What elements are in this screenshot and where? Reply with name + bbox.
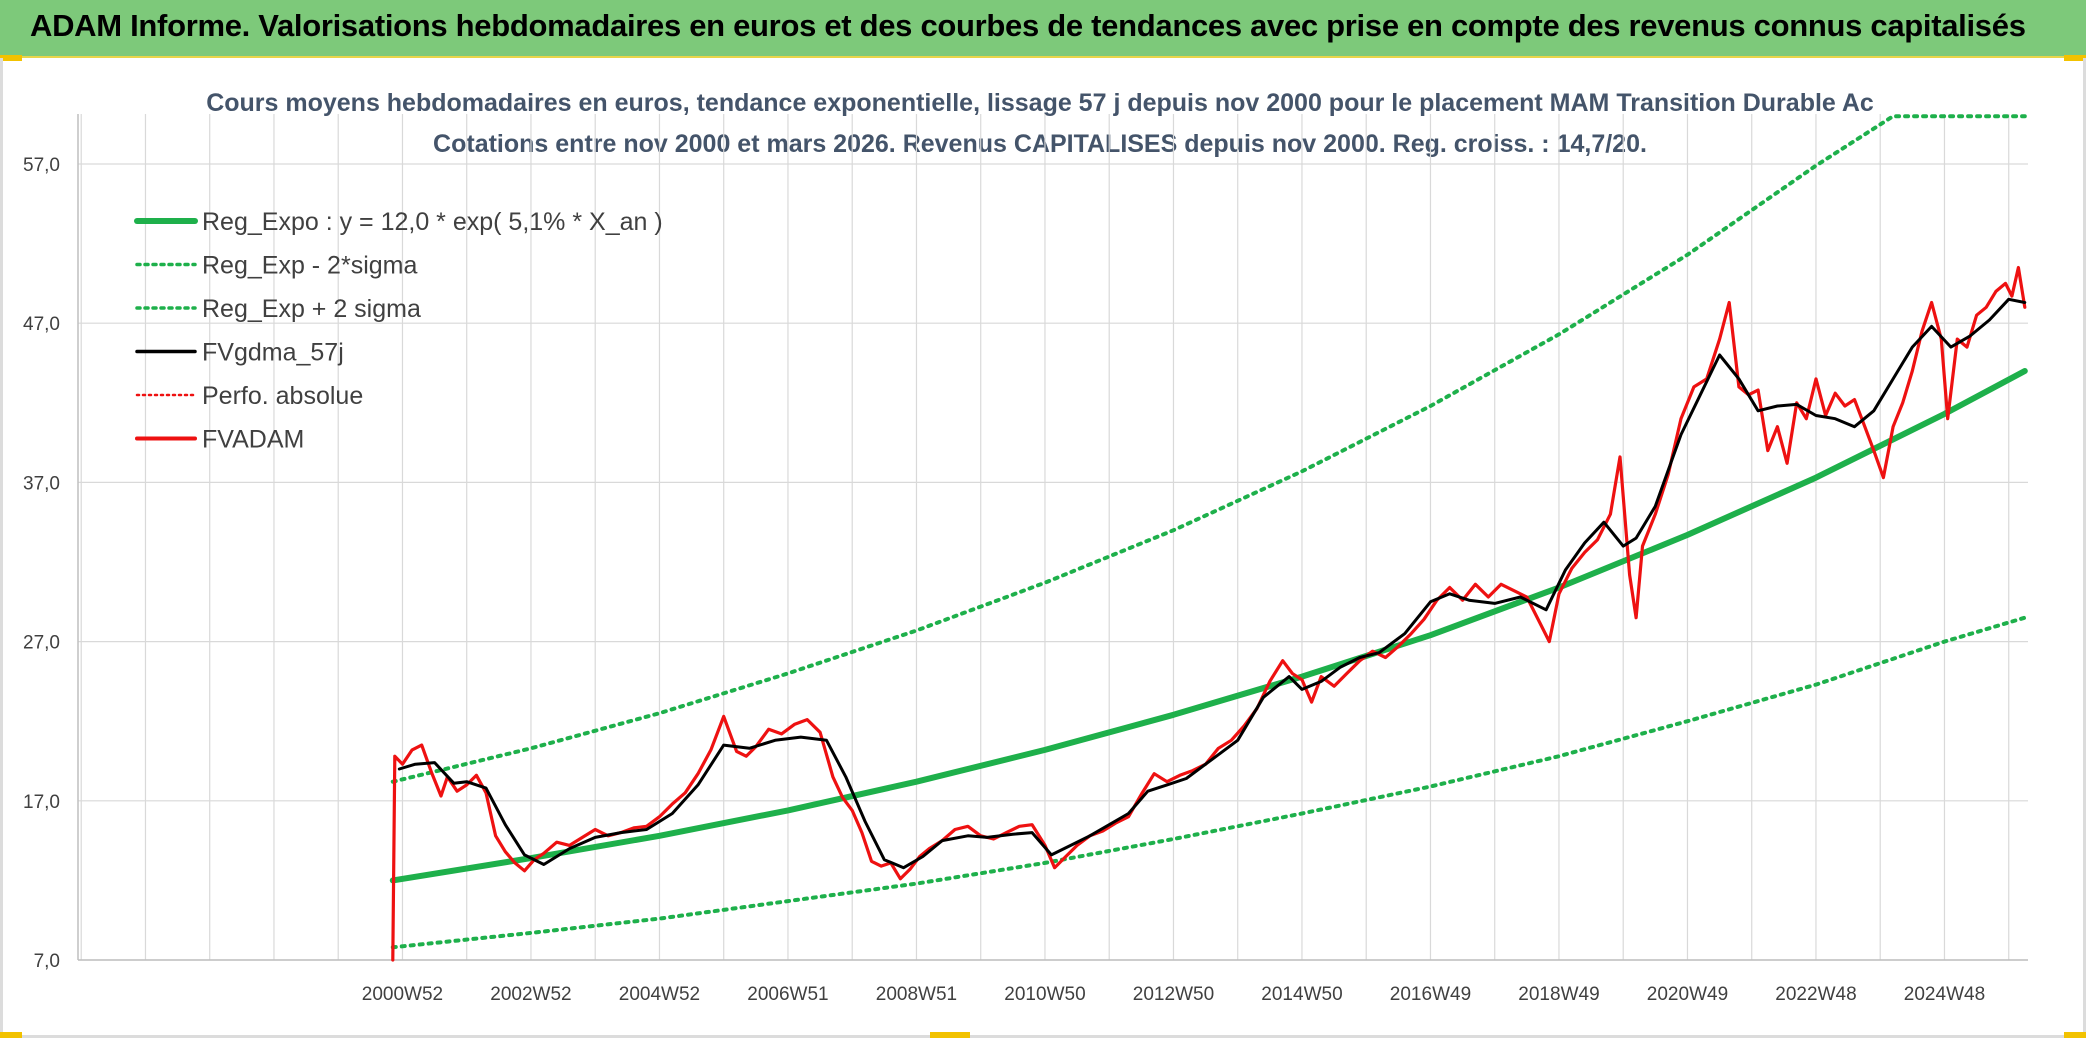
chart-legend: Reg_Expo : y = 12,0 * exp( 5,1% * X_an )…	[134, 208, 663, 454]
corner-mark-right	[2064, 55, 2086, 61]
bottom-mark-right	[2064, 1032, 2086, 1038]
x-tick-label: 2018W49	[1518, 984, 1599, 1005]
grid-lines	[78, 114, 2028, 961]
legend-reg-exp-plus-2-sigma-label: Reg_Exp + 2 sigma	[202, 295, 421, 323]
x-tick-label: 2008W51	[876, 984, 957, 1005]
report-banner: ADAM Informe. Valorisations hebdomadaire…	[0, 0, 2086, 58]
legend-fvgdma-57j-label: FVgdma_57j	[202, 339, 344, 367]
x-tick-label: 2012W50	[1133, 984, 1214, 1005]
x-tick-label: 2002W52	[490, 984, 571, 1005]
series-fvgdma-57j	[397, 297, 2027, 870]
corner-mark-left	[0, 55, 22, 61]
legend-reg-exp-minus-2-sigma-label: Reg_Exp - 2*sigma	[202, 252, 417, 280]
series-reg-expo	[389, 368, 2028, 884]
x-tick-label: 2016W49	[1390, 984, 1471, 1005]
report-title: ADAM Informe. Valorisations hebdomadaire…	[30, 8, 2026, 43]
series-reg-exp-minus-2-sigma	[390, 615, 2027, 950]
bottom-mark-center	[930, 1032, 970, 1038]
x-tick-label: 2006W51	[747, 984, 828, 1005]
series-fvadam	[391, 265, 2027, 962]
chart-frame	[0, 58, 2086, 1038]
y-tick-label: 57,0	[23, 155, 60, 176]
legend-fvadam-label: FVADAM	[202, 426, 304, 454]
chart-title: Cours moyens hebdomadaires en euros, ten…	[206, 89, 1874, 117]
x-tick-label: 2004W52	[619, 984, 700, 1005]
legend-reg-expo-label: Reg_Expo : y = 12,0 * exp( 5,1% * X_an )	[202, 208, 663, 236]
y-tick-label: 7,0	[34, 951, 60, 972]
series-group	[389, 114, 2028, 962]
x-tick-label: 2022W48	[1775, 984, 1856, 1005]
series-reg-exp-plus-2-sigma	[390, 114, 2027, 784]
y-tick-label: 37,0	[23, 473, 60, 494]
x-tick-label: 2014W50	[1261, 984, 1342, 1005]
y-tick-label: 47,0	[23, 314, 60, 335]
y-tick-label: 27,0	[23, 633, 60, 654]
x-tick-label: 2010W50	[1004, 984, 1085, 1005]
chart-subtitle: Cotations entre nov 2000 et mars 2026. R…	[433, 130, 1647, 158]
axes: 7,0 17,0 27,0 37,0 47,0 57,0 2000W52 2002W52 200…	[23, 114, 2028, 1005]
x-tick-label: 2020W49	[1647, 984, 1728, 1005]
x-tick-label: 2024W48	[1904, 984, 1985, 1005]
x-tick-label: 2000W52	[362, 984, 443, 1005]
bottom-mark-left	[0, 1032, 22, 1038]
legend-perfo-absolue-label: Perfo. absolue	[202, 382, 363, 410]
y-tick-label: 17,0	[23, 792, 60, 813]
